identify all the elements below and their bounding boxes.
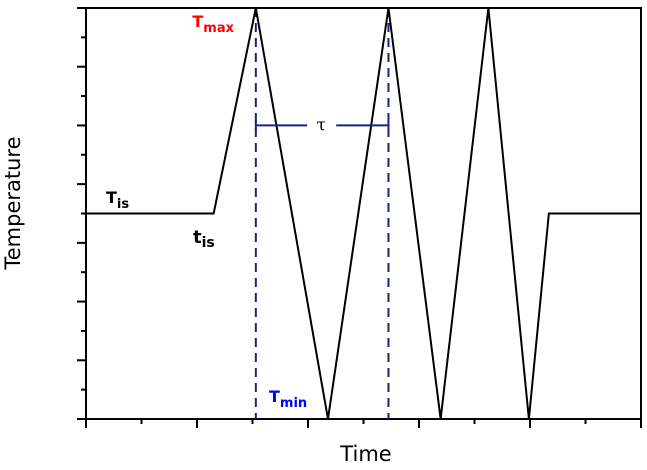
annotation-tmin: Tmin [269,387,307,411]
tmax-main: T [192,12,203,31]
period-bracket: τ [254,115,390,135]
tmin-main: T [269,387,280,406]
tau-label: τ [316,115,325,135]
y-axis-label: Temperature [1,136,25,270]
annotation-tis: Tis [106,188,129,212]
axis-ticks [77,7,642,428]
annotation-tmax: Tmax [192,12,234,36]
tmax-sub: max [203,21,234,36]
t-is-sub: is [202,235,215,251]
annotation-t-is: tis [193,227,215,251]
tmin-sub: min [280,396,307,411]
t-is-main: t [193,227,202,248]
temperature-profile-line [86,7,641,420]
reference-lines [254,8,390,419]
tis-sub: is [117,197,129,212]
x-axis-label: Time [339,442,391,466]
tis-main: T [106,188,117,207]
